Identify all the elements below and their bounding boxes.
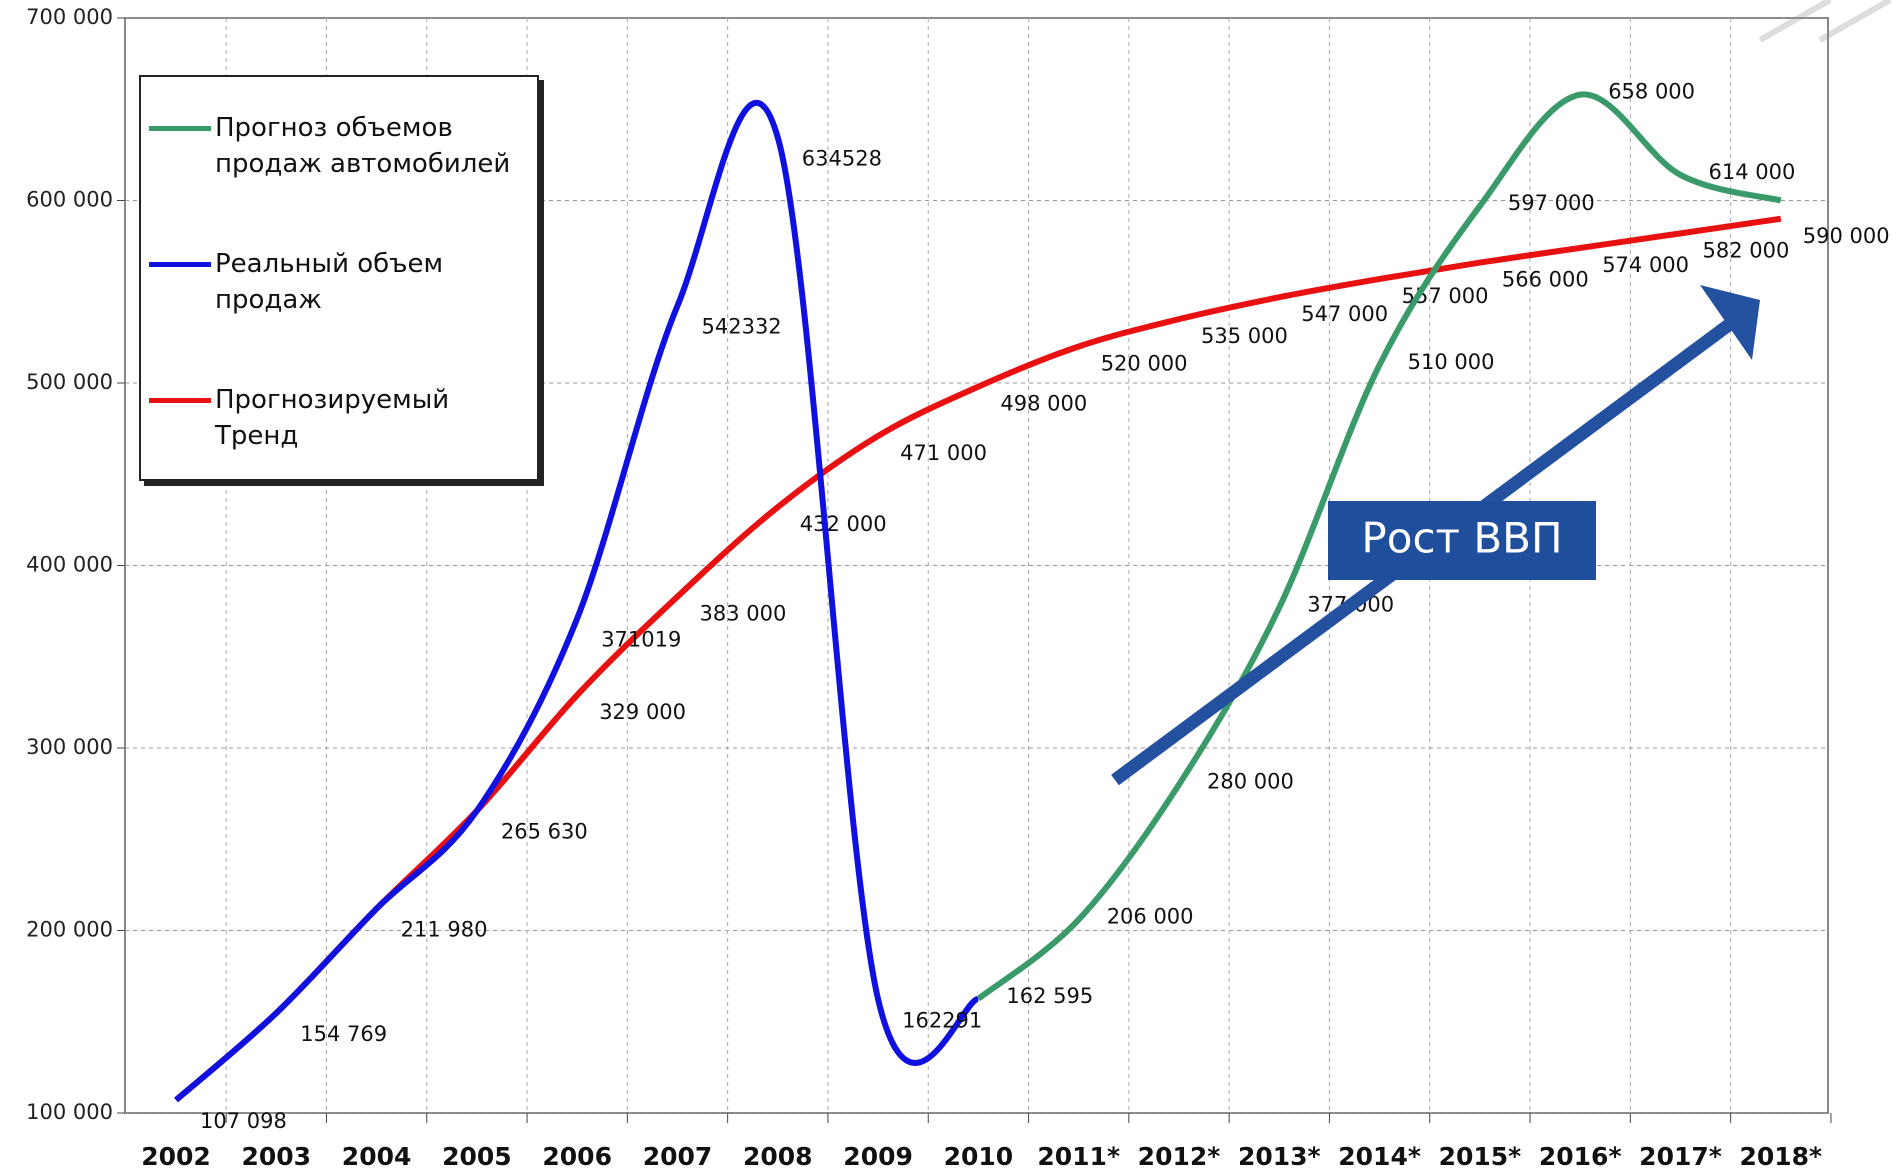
data-label: 590 000 — [1803, 224, 1890, 248]
annotation-box — [1328, 501, 1596, 580]
legend-item: Реальный объем продаж — [149, 246, 539, 318]
data-label: 535 000 — [1201, 324, 1288, 348]
x-tick-label: 2011* — [1037, 1142, 1120, 1171]
data-label: 658 000 — [1608, 80, 1695, 104]
x-tick-label: 2016* — [1539, 1142, 1622, 1171]
data-label: 383 000 — [700, 602, 787, 626]
legend-swatch — [149, 398, 211, 403]
data-label: 371019 — [601, 627, 681, 651]
data-label: 582 000 — [1703, 238, 1790, 262]
series-line — [174, 100, 980, 1103]
legend-label: Прогнозируемый Тренд — [215, 385, 450, 451]
data-label: 162291 — [902, 1008, 982, 1032]
legend-item: Прогноз объемов продаж автомобилей — [149, 110, 539, 182]
data-label: 498 000 — [1000, 392, 1087, 416]
data-label: 265 630 — [501, 820, 588, 844]
data-label: 162 595 — [1006, 984, 1093, 1008]
x-tick-label: 2014* — [1338, 1142, 1421, 1171]
data-label: 520 000 — [1101, 352, 1188, 376]
y-tick-label: 300 000 — [26, 735, 113, 759]
x-tick-label: 2017* — [1639, 1142, 1722, 1171]
data-label: 597 000 — [1508, 191, 1595, 215]
data-label: 547 000 — [1301, 302, 1388, 326]
x-tick-label: 2003 — [242, 1142, 312, 1171]
legend-label: Прогноз объемов продаж автомобилей — [215, 113, 511, 179]
arrow-head — [1700, 285, 1760, 360]
data-label: 542332 — [702, 315, 782, 339]
y-tick-label: 600 000 — [26, 188, 113, 212]
series-line — [976, 91, 1782, 1002]
y-tick-label: 700 000 — [26, 5, 113, 29]
series-line — [174, 215, 1782, 1103]
data-label: 154 769 — [300, 1022, 387, 1046]
x-tick-label: 2012* — [1138, 1142, 1221, 1171]
data-label: 634528 — [802, 146, 882, 170]
legend-item: Прогнозируемый Тренд — [149, 382, 539, 454]
data-label: 566 000 — [1502, 268, 1589, 292]
x-tick-label: 2009 — [843, 1142, 913, 1171]
watermark — [1818, 0, 1892, 43]
x-tick-label: 2008 — [743, 1142, 813, 1171]
y-tick-label: 200 000 — [26, 918, 113, 942]
data-label: 432 000 — [800, 512, 887, 536]
x-tick-label: 2007 — [643, 1142, 713, 1171]
data-label: 107 098 — [200, 1109, 287, 1133]
x-tick-label: 2002 — [141, 1142, 211, 1171]
x-tick-label: 2018* — [1739, 1142, 1822, 1171]
data-label: 574 000 — [1602, 253, 1689, 277]
legend-swatch — [149, 126, 211, 131]
legend-swatch — [149, 262, 211, 267]
data-label: 471 000 — [900, 441, 987, 465]
x-tick-label: 2004 — [342, 1142, 412, 1171]
data-label: 211 980 — [401, 918, 488, 942]
x-tick-label: 2015* — [1439, 1142, 1522, 1171]
x-tick-label: 2010 — [944, 1142, 1014, 1171]
watermark — [1758, 0, 1832, 43]
data-label: 206 000 — [1107, 905, 1194, 929]
y-tick-label: 400 000 — [26, 553, 113, 577]
x-tick-label: 2005 — [442, 1142, 512, 1171]
data-label: 329 000 — [599, 700, 686, 724]
legend-label: Реальный объем продаж — [215, 249, 444, 315]
x-tick-label: 2006 — [542, 1142, 612, 1171]
data-label: 280 000 — [1207, 770, 1294, 794]
y-tick-label: 100 000 — [26, 1100, 113, 1124]
legend: Прогноз объемов продаж автомобилей Реальн… — [139, 75, 539, 481]
x-tick-label: 2013* — [1238, 1142, 1321, 1171]
data-label: 614 000 — [1709, 160, 1796, 184]
y-tick-label: 500 000 — [26, 370, 113, 394]
data-label: 510 000 — [1408, 350, 1495, 374]
annotation: Рост ВВП — [1361, 514, 1562, 563]
